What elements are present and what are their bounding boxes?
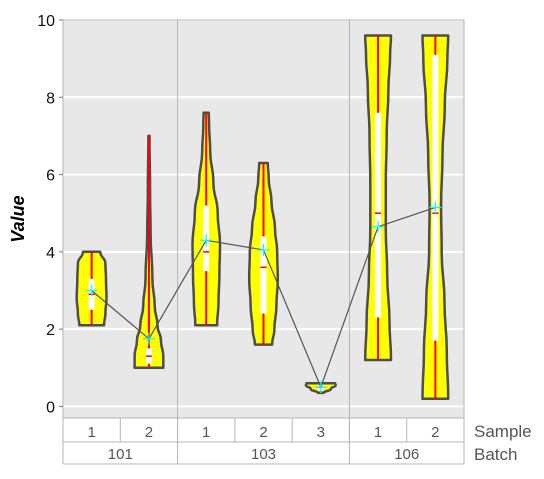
y-axis-title: Value xyxy=(8,195,28,242)
sample-label: 2 xyxy=(145,424,153,441)
batch-label: 106 xyxy=(394,446,419,463)
y-tick-label: 2 xyxy=(46,322,55,339)
mean-marker xyxy=(372,220,385,233)
sample-level-name: Sample xyxy=(474,422,532,441)
y-tick-label: 10 xyxy=(37,13,55,30)
violin-106-2 xyxy=(421,34,450,400)
sample-label: 2 xyxy=(259,424,267,441)
y-tick-label: 8 xyxy=(46,90,55,107)
violin-106-1 xyxy=(363,34,393,362)
mean-marker xyxy=(429,201,442,214)
sample-label: 1 xyxy=(202,424,210,441)
mean-marker xyxy=(142,332,155,345)
y-tick-label: 4 xyxy=(46,245,55,262)
sample-label: 1 xyxy=(374,424,382,441)
violin-iqr-box xyxy=(260,236,267,314)
batch-level-name: Batch xyxy=(474,445,517,464)
violin-iqr-box xyxy=(375,112,382,318)
violin-101-2 xyxy=(133,134,165,370)
mean-marker xyxy=(85,284,98,297)
batch-label: 101 xyxy=(108,446,133,463)
y-tick-label: 6 xyxy=(46,168,55,185)
sample-label: 1 xyxy=(87,424,95,441)
violin-iqr-box xyxy=(432,54,439,341)
plot-frame xyxy=(62,19,465,419)
mean-marker xyxy=(314,381,327,394)
mean-marker xyxy=(257,243,270,256)
mean-marker xyxy=(200,234,213,247)
sample-label: 3 xyxy=(317,424,325,441)
batch-label: 103 xyxy=(251,446,276,463)
sample-label: 2 xyxy=(431,424,439,441)
y-tick-label: 0 xyxy=(46,399,55,416)
